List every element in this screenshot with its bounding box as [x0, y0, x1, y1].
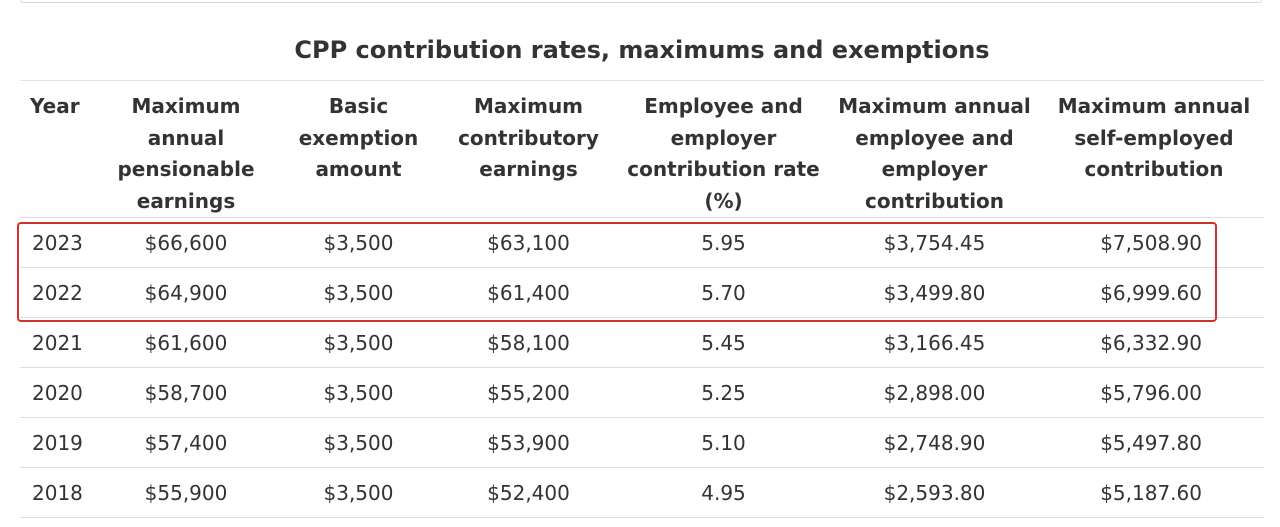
cell-max-self-employed-contribution: $7,508.90	[1044, 217, 1264, 268]
header-max-self-employed-contribution: Maximum annual self-employed contributio…	[1044, 80, 1264, 218]
cell-basic-exemption: $3,500	[282, 417, 435, 468]
cell-year: 2020	[20, 367, 90, 418]
cell-year: 2023	[20, 217, 90, 268]
cell-max-employee-employer-contribution: $2,748.90	[825, 417, 1044, 468]
cell-max-self-employed-contribution: $6,332.90	[1044, 317, 1264, 368]
cell-max-pensionable-earnings: $58,700	[90, 367, 282, 418]
table-row: 2023 $66,600 $3,500 $63,100 5.95 $3,754.…	[20, 217, 1264, 268]
header-basic-exemption: Basic exemption amount	[282, 80, 435, 218]
header-contribution-rate: Employee and employer contribution rate …	[622, 80, 825, 218]
cell-max-contributory-earnings: $52,400	[435, 467, 622, 518]
table-row: 2018 $55,900 $3,500 $52,400 4.95 $2,593.…	[20, 467, 1264, 518]
cell-year: 2018	[20, 467, 90, 518]
table-caption: CPP contribution rates, maximums and exe…	[294, 36, 990, 64]
table-row: 2022 $64,900 $3,500 $61,400 5.70 $3,499.…	[20, 267, 1264, 318]
cell-basic-exemption: $3,500	[282, 467, 435, 518]
cell-contribution-rate: 5.70	[622, 267, 825, 318]
cell-max-employee-employer-contribution: $3,499.80	[825, 267, 1044, 318]
cell-max-self-employed-contribution: $5,497.80	[1044, 417, 1264, 468]
header-max-employee-employer-contribution: Maximum annual employee and employer con…	[825, 80, 1044, 218]
cell-contribution-rate: 5.45	[622, 317, 825, 368]
cell-max-self-employed-contribution: $5,187.60	[1044, 467, 1264, 518]
cell-max-contributory-earnings: $58,100	[435, 317, 622, 368]
cell-max-pensionable-earnings: $57,400	[90, 417, 282, 468]
cell-contribution-rate: 4.95	[622, 467, 825, 518]
cell-max-self-employed-contribution: $5,796.00	[1044, 367, 1264, 418]
header-max-pensionable-earnings: Maximum annual pensionable earnings	[90, 80, 282, 218]
top-container-edge	[20, 0, 1262, 3]
cell-max-contributory-earnings: $53,900	[435, 417, 622, 468]
cell-year: 2021	[20, 317, 90, 368]
cell-max-pensionable-earnings: $64,900	[90, 267, 282, 318]
cell-max-employee-employer-contribution: $3,166.45	[825, 317, 1044, 368]
cell-basic-exemption: $3,500	[282, 367, 435, 418]
table-header-row: Year Maximum annual pensionable earnings…	[20, 80, 1264, 218]
cell-max-pensionable-earnings: $55,900	[90, 467, 282, 518]
cell-basic-exemption: $3,500	[282, 217, 435, 268]
table-row: 2021 $61,600 $3,500 $58,100 5.45 $3,166.…	[20, 317, 1264, 368]
cell-max-pensionable-earnings: $66,600	[90, 217, 282, 268]
cell-max-employee-employer-contribution: $2,593.80	[825, 467, 1044, 518]
table-row: 2020 $58,700 $3,500 $55,200 5.25 $2,898.…	[20, 367, 1264, 418]
cpp-rates-table: Year Maximum annual pensionable earnings…	[20, 80, 1264, 518]
cell-contribution-rate: 5.95	[622, 217, 825, 268]
table-row: 2019 $57,400 $3,500 $53,900 5.10 $2,748.…	[20, 417, 1264, 468]
cell-basic-exemption: $3,500	[282, 267, 435, 318]
cell-max-contributory-earnings: $55,200	[435, 367, 622, 418]
header-year: Year	[20, 80, 90, 218]
cell-max-self-employed-contribution: $6,999.60	[1044, 267, 1264, 318]
cell-contribution-rate: 5.25	[622, 367, 825, 418]
cell-contribution-rate: 5.10	[622, 417, 825, 468]
cell-year: 2022	[20, 267, 90, 318]
header-max-contributory-earnings: Maximum contributory earnings	[435, 80, 622, 218]
cell-max-contributory-earnings: $63,100	[435, 217, 622, 268]
cell-max-contributory-earnings: $61,400	[435, 267, 622, 318]
cell-max-pensionable-earnings: $61,600	[90, 317, 282, 368]
cell-year: 2019	[20, 417, 90, 468]
cell-max-employee-employer-contribution: $2,898.00	[825, 367, 1044, 418]
cell-basic-exemption: $3,500	[282, 317, 435, 368]
cell-max-employee-employer-contribution: $3,754.45	[825, 217, 1044, 268]
